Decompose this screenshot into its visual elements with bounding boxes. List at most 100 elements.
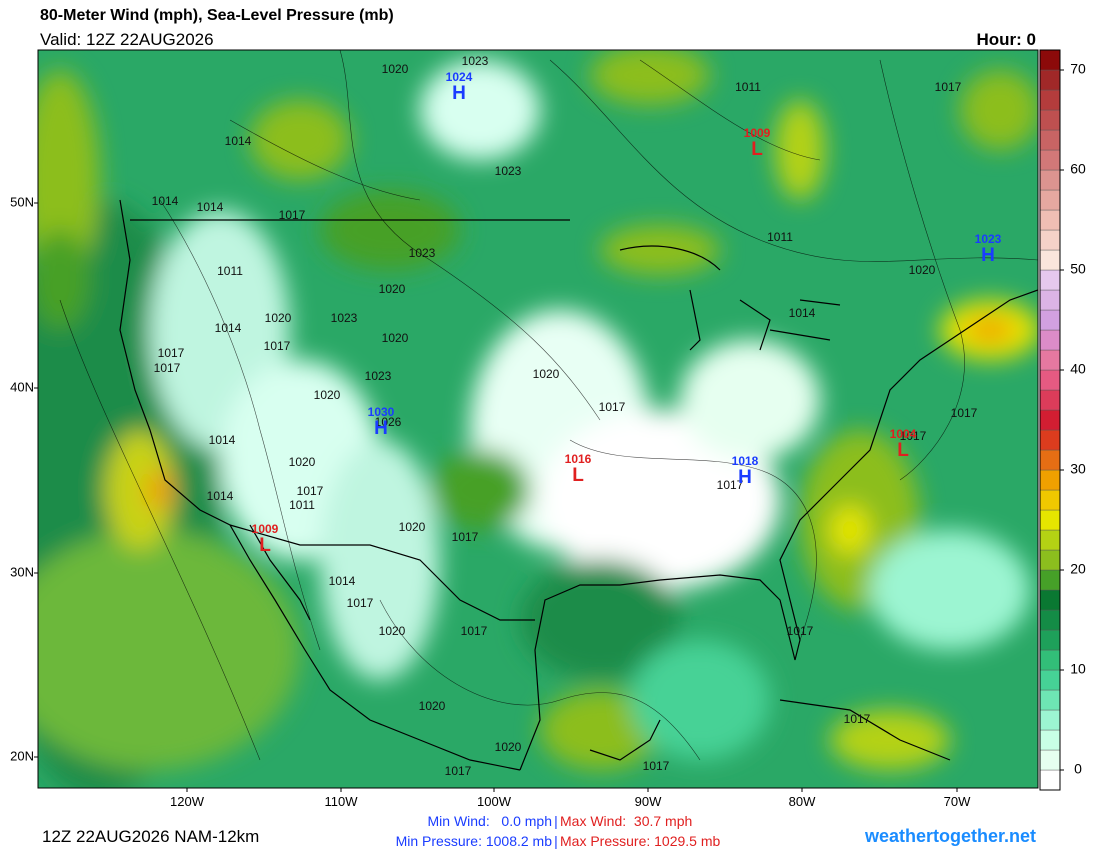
colorbar-bin [1039, 509, 1061, 531]
colorbar-bin [1039, 629, 1061, 651]
colorbar-bin [1039, 349, 1061, 371]
isobar-label: 1017 [279, 208, 306, 222]
longitude-label: 120W [170, 794, 205, 809]
map [38, 50, 1038, 788]
low-symbol: L [897, 440, 909, 461]
colorbar-tick-label: 40 [1070, 361, 1086, 377]
max-wind: Max Wind: 30.7 mph [560, 813, 692, 829]
isobar-label: 1017 [900, 429, 927, 443]
high-symbol: H [452, 83, 466, 104]
isobar-label: 1014 [225, 134, 252, 148]
model-run: 12Z 22AUG2026 NAM-12km [42, 827, 259, 846]
colorbar-bin [1039, 609, 1061, 631]
colorbar-bin [1039, 749, 1061, 771]
colorbar-bin [1039, 409, 1061, 431]
colorbar-bin [1039, 289, 1061, 311]
colorbar-bin [1039, 129, 1061, 151]
high-symbol: H [981, 245, 995, 266]
isobar-label: 1020 [399, 520, 426, 534]
site-name: weathertogether.net [864, 826, 1036, 846]
isobar-label: 1017 [643, 759, 670, 773]
colorbar-bin [1039, 69, 1061, 91]
colorbar-bin [1039, 169, 1061, 191]
isobar-label: 1017 [844, 712, 871, 726]
colorbar-bin [1039, 589, 1061, 611]
isobar-label: 1017 [717, 478, 744, 492]
isobar-label: 1023 [331, 311, 358, 325]
isobar-label: 1014 [209, 433, 236, 447]
low-pressure-value: 1016 [565, 452, 592, 466]
isobar-label: 1020 [382, 331, 409, 345]
colorbar-tick-label: 0 [1074, 761, 1082, 777]
colorbar-tick-label: 70 [1070, 61, 1086, 77]
min-pressure: Min Pressure: 1008.2 mb [396, 833, 553, 849]
isobar-label: 1014 [197, 200, 224, 214]
colorbar-tick-label: 10 [1070, 661, 1086, 677]
colorbar-bin [1039, 689, 1061, 711]
isobar-label: 1011 [289, 498, 315, 512]
map-labels: 50N 40N 30N 20N 120W 110W 100W 90W 80W 70W 1020 102… [10, 54, 1002, 809]
isobar-label: 1023 [409, 246, 436, 260]
isobar-label: 1020 [382, 62, 409, 76]
latitude-label: 50N [10, 194, 34, 209]
title: 80-Meter Wind (mph), Sea-Level Pressure … [40, 7, 394, 24]
isobar-label: 1017 [297, 484, 324, 498]
isobar-label: 1023 [365, 369, 392, 383]
map-frame [37, 49, 1039, 789]
isobar-label: 1020 [419, 699, 446, 713]
colorbar-bin [1039, 209, 1061, 231]
colorbar-tick-label: 30 [1070, 461, 1086, 477]
colorbar-bin [1039, 369, 1061, 391]
high-pressure-value: 1018 [732, 454, 759, 468]
high-pressure-value: 1030 [368, 405, 395, 419]
colorbar-tick-label: 50 [1070, 261, 1086, 277]
isobar-label: 1020 [909, 263, 936, 277]
max-pressure: Max Pressure: 1029.5 mb [560, 833, 721, 849]
colorbar-bin [1039, 769, 1061, 791]
longitude-label: 100W [477, 794, 512, 809]
min-wind: Min Wind: 0.0 mph [428, 813, 553, 829]
colorbar-bin [1039, 89, 1061, 111]
latitude-label: 40N [10, 379, 34, 394]
colorbar-bin [1039, 109, 1061, 131]
low-pressure-value: 1004 [890, 427, 917, 441]
latitude-label: 20N [10, 748, 34, 763]
high-pressure-value: 1023 [975, 232, 1002, 246]
colorbar-bin [1039, 389, 1061, 411]
low-pressure-value: 1009 [744, 126, 771, 140]
isobar-label: 1014 [215, 321, 242, 335]
colorbar: 0 10 20 30 40 50 60 70 [1039, 49, 1086, 791]
isobar-label: 1020 [265, 311, 292, 325]
valid-time: Valid: 12Z 22AUG2026 [40, 30, 214, 49]
longitude-label: 80W [789, 794, 816, 809]
colorbar-bin [1039, 469, 1061, 491]
isobar-label: 1011 [735, 80, 761, 94]
colorbar-bin [1039, 669, 1061, 691]
colorbar-bin [1039, 569, 1061, 591]
colorbar-frame [1039, 49, 1061, 791]
separator: | [554, 813, 558, 829]
colorbar-bin [1039, 189, 1061, 211]
isobar-label: 1017 [452, 530, 479, 544]
wind-shading [38, 50, 1038, 788]
colorbar-bin [1039, 449, 1061, 471]
isobar-label: 1020 [314, 388, 341, 402]
isobar-label: 1014 [207, 489, 234, 503]
low-pressure-value: 1009 [252, 522, 279, 536]
isobar-label: 1023 [495, 164, 522, 178]
isobar-label: 1017 [461, 624, 488, 638]
isobar-label: 1020 [379, 624, 406, 638]
isobar-label: 1011 [767, 230, 793, 244]
colorbar-bin [1039, 249, 1061, 271]
low-symbol: L [572, 465, 584, 486]
high-symbol: H [738, 467, 752, 488]
longitude-label: 110W [325, 794, 359, 809]
isobar-label: 1017 [599, 400, 626, 414]
colorbar-bin [1039, 229, 1061, 251]
high-pressure-value: 1024 [446, 70, 473, 84]
colorbar-tick-label: 60 [1070, 161, 1086, 177]
isobar-label: 1017 [347, 596, 374, 610]
isobar-label: 1020 [533, 367, 560, 381]
colorbar-bin [1039, 429, 1061, 451]
